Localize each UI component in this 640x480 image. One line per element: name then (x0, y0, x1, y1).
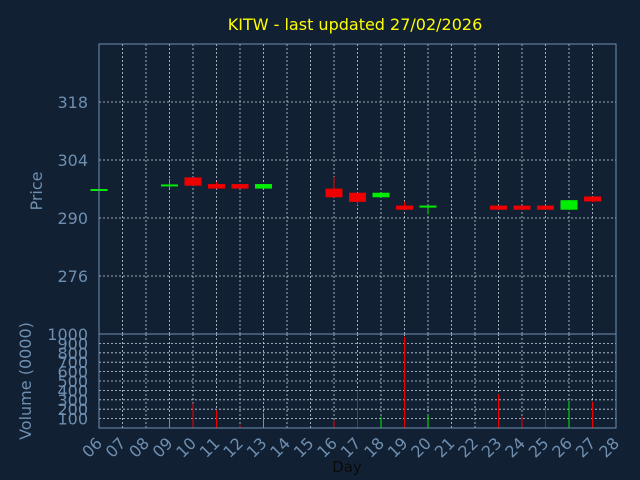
price-grid (98, 44, 617, 334)
price-tick-label: 290 (57, 209, 88, 228)
day-tick-label: 28 (595, 434, 623, 462)
volume-tick-label: 900 (57, 334, 88, 353)
volume-axis-label: Volume (0000) (16, 322, 35, 440)
volume-tick-label: 300 (57, 391, 88, 410)
volume-tick-label: 1000 (47, 325, 88, 344)
candle-body (396, 205, 413, 210)
volume-tick-label: 400 (57, 381, 88, 400)
candle-body (325, 188, 343, 198)
volume-tick-label: 800 (57, 344, 88, 363)
candle-body (560, 200, 578, 210)
price-tick-labels: 276 290 304 318 (57, 93, 88, 286)
volume-tick-label: 200 (57, 400, 88, 419)
candle-body (419, 205, 437, 208)
candle-body (161, 184, 178, 187)
price-tick-label: 276 (57, 267, 88, 286)
candles (90, 176, 601, 215)
candle-body (537, 205, 554, 210)
candle-body (490, 205, 507, 210)
candle-body (208, 184, 225, 189)
price-tick-label: 304 (57, 151, 88, 170)
candle-body (584, 196, 601, 202)
volume-tick-label: 700 (57, 353, 88, 372)
day-axis-label: Day (332, 458, 362, 476)
volume-tick-label: 500 (57, 372, 88, 391)
volume-tick-label: 600 (57, 363, 88, 382)
candle-body (255, 184, 272, 189)
volume-tick-label: 100 (57, 410, 88, 429)
candle-body (372, 192, 390, 198)
candle-body (231, 184, 249, 189)
chart-title: KITW - last updated 27/02/2026 (228, 15, 483, 34)
day-tick-labels: 0607080910111213141516171819202122232425… (78, 434, 623, 462)
candle-body (184, 177, 202, 186)
price-axis-label: Price (27, 171, 46, 210)
price-tick-label: 318 (57, 93, 88, 112)
candle-body (513, 205, 531, 210)
candle-body (349, 192, 366, 202)
volume-plot-frame (98, 333, 617, 429)
